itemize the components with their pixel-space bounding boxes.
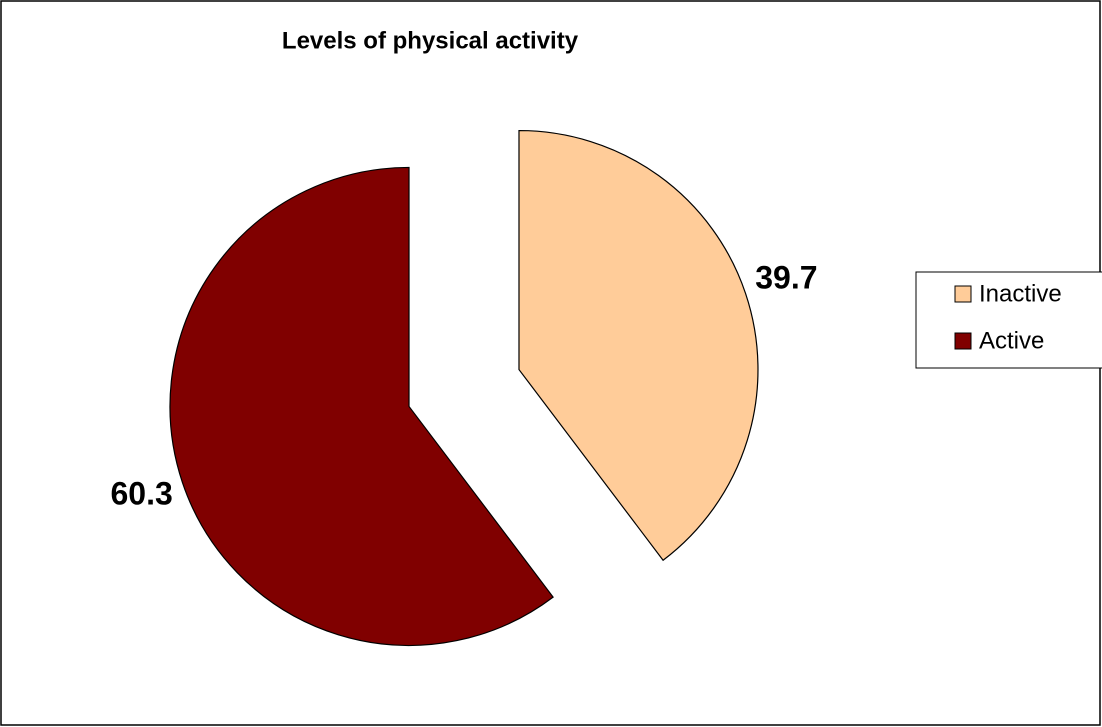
pie-slice bbox=[169, 166, 554, 647]
chart-title: Levels of physical activity bbox=[282, 27, 579, 54]
legend-label: Active bbox=[979, 327, 1044, 354]
legend-label: Inactive bbox=[979, 280, 1062, 307]
pie-slice bbox=[518, 129, 759, 562]
data-label: 39.7 bbox=[755, 259, 817, 295]
data-label: 60.3 bbox=[110, 476, 172, 512]
legend-box bbox=[915, 271, 1102, 369]
legend-swatch bbox=[954, 285, 972, 303]
legend-swatch bbox=[954, 332, 972, 350]
